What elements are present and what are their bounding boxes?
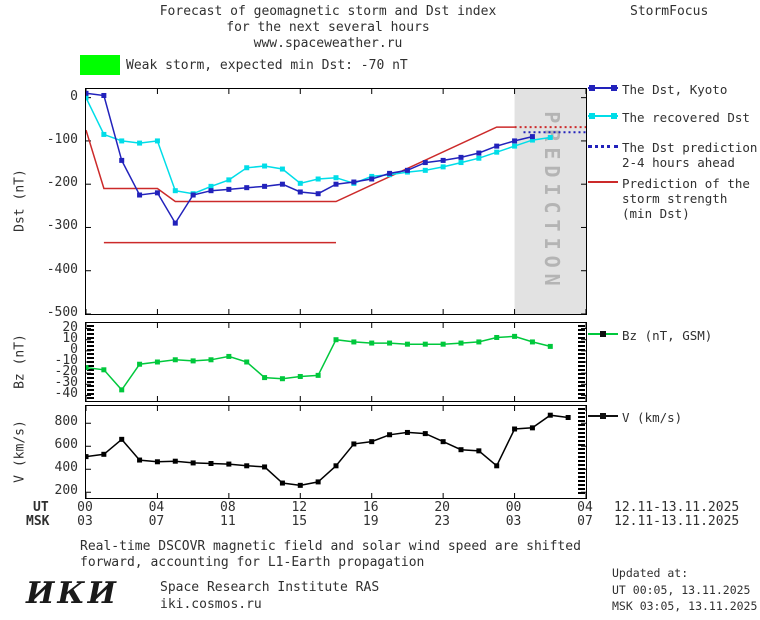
recovered-dst-line-icon bbox=[588, 113, 618, 119]
legend-label: Prediction of the bbox=[622, 176, 750, 191]
dst-y-tick-label: -100 bbox=[46, 131, 78, 147]
storm-level-text: Weak storm, expected min Dst: -70 nT bbox=[126, 58, 408, 73]
x-tick-ut-28: 04 bbox=[577, 500, 593, 515]
dst-y-tick-label: -200 bbox=[46, 175, 78, 191]
v-axis-label: V (km/s) bbox=[12, 420, 28, 483]
chart-panel-dst: PREDICTION bbox=[85, 88, 587, 315]
legend-item-storm-strength: Prediction of the storm strength (min Ds… bbox=[588, 176, 750, 221]
storm-level-swatch bbox=[80, 55, 120, 75]
footnote-line-2: forward, accounting for L1-Earth propaga… bbox=[80, 555, 425, 570]
ut-date-range: 12.11-13.11.2025 bbox=[614, 500, 740, 515]
x-tick-msk-0: 03 bbox=[77, 514, 93, 529]
bz-y-tick-label: -30 bbox=[54, 375, 78, 391]
iki-logo: ИКИ bbox=[26, 576, 119, 611]
v-y-tick-label: 600 bbox=[54, 437, 78, 453]
bz-y-tick-label: 0 bbox=[70, 341, 78, 357]
footnote-line-1: Real-time DSCOVR magnetic field and sola… bbox=[80, 539, 581, 554]
dst-y-tick-label: -400 bbox=[46, 261, 78, 277]
v-y-tick-label: 800 bbox=[54, 414, 78, 430]
x-tick-msk-28: 07 bbox=[577, 514, 593, 529]
title-line-2: for the next several hours bbox=[226, 20, 430, 35]
chart-panel-v bbox=[85, 405, 587, 499]
bz-y-tick-label: 10 bbox=[62, 330, 78, 346]
x-tick-ut-4: 04 bbox=[148, 500, 165, 515]
dst-y-tick-label: -500 bbox=[46, 305, 78, 320]
updated-msk: MSK 03:05, 13.11.2025 bbox=[612, 599, 758, 613]
bz-y-tick-label: -40 bbox=[54, 386, 78, 402]
dst-y-tick-label: 0 bbox=[70, 88, 78, 104]
x-tick-ut-8: 08 bbox=[220, 500, 236, 515]
legend-label: 2-4 hours ahead bbox=[622, 155, 735, 170]
legend-label: The recovered Dst bbox=[622, 110, 750, 125]
brand-stormfocus: StormFocus bbox=[630, 4, 709, 19]
page-title: Forecast of geomagnetic storm and Dst in… bbox=[78, 4, 578, 52]
legend-label: storm strength bbox=[622, 191, 728, 206]
title-line-3-url: www.spaceweather.ru bbox=[253, 36, 403, 51]
chart-panel-bz bbox=[85, 322, 587, 402]
legend-label: (min Dst) bbox=[622, 206, 690, 221]
legend-item-dst-kyoto: The Dst, Kyoto bbox=[588, 82, 727, 97]
legend-item-recovered-dst: The recovered Dst bbox=[588, 110, 750, 125]
dst-y-tick-label: -300 bbox=[46, 218, 78, 234]
legend-item-dst-prediction: The Dst prediction 2-4 hours ahead bbox=[588, 140, 757, 170]
storm-strength-line-icon bbox=[588, 181, 618, 183]
x-tick-msk-4: 07 bbox=[148, 514, 165, 529]
institute-site: iki.cosmos.ru bbox=[160, 597, 262, 612]
bz-line-icon bbox=[588, 331, 618, 337]
institute-name: Space Research Institute RAS bbox=[160, 580, 380, 595]
x-tick-ut-0: 00 bbox=[77, 500, 93, 515]
x-tick-msk-16: 19 bbox=[362, 514, 379, 529]
dst-axis-label: Dst (nT) bbox=[12, 169, 28, 232]
bz-y-tick-label: -10 bbox=[54, 353, 78, 368]
updated-at-label: Updated at: bbox=[612, 566, 689, 580]
x-tick-ut-24: 00 bbox=[505, 500, 522, 515]
v-line-icon bbox=[588, 413, 618, 419]
ut-row-label: UT bbox=[33, 500, 49, 515]
x-tick-msk-8: 11 bbox=[220, 514, 236, 529]
v-y-tick-label: 400 bbox=[54, 460, 78, 476]
bz-y-tick-label: 20 bbox=[62, 319, 78, 335]
v-y-tick-label: 200 bbox=[54, 483, 78, 499]
legend-label: The Dst prediction bbox=[622, 140, 758, 155]
bz-axis-label: Bz (nT) bbox=[12, 334, 28, 389]
dst-kyoto-line-icon bbox=[588, 85, 618, 91]
x-tick-msk-12: 15 bbox=[291, 514, 308, 529]
legend-label: V (km/s) bbox=[622, 410, 683, 425]
title-line-1: Forecast of geomagnetic storm and Dst in… bbox=[159, 4, 497, 19]
x-tick-ut-16: 16 bbox=[362, 500, 379, 515]
legend-item-v: V (km/s) bbox=[588, 410, 682, 425]
bz-y-tick-label: -20 bbox=[54, 364, 78, 380]
legend-label: The Dst, Kyoto bbox=[622, 82, 728, 97]
x-tick-ut-20: 20 bbox=[434, 500, 450, 515]
x-tick-msk-20: 23 bbox=[434, 514, 450, 529]
legend-label: Bz (nT, GSM) bbox=[622, 328, 713, 343]
msk-date-range: 12.11-13.11.2025 bbox=[614, 514, 740, 529]
legend-item-bz: Bz (nT, GSM) bbox=[588, 328, 712, 343]
msk-row-label: MSK bbox=[26, 514, 50, 529]
x-tick-ut-12: 12 bbox=[291, 500, 308, 515]
prediction-band-label: PREDICTION bbox=[540, 111, 564, 291]
x-tick-msk-24: 03 bbox=[505, 514, 522, 529]
updated-ut: UT 00:05, 13.11.2025 bbox=[612, 583, 751, 597]
dst-prediction-dotted-line-icon bbox=[588, 145, 618, 148]
